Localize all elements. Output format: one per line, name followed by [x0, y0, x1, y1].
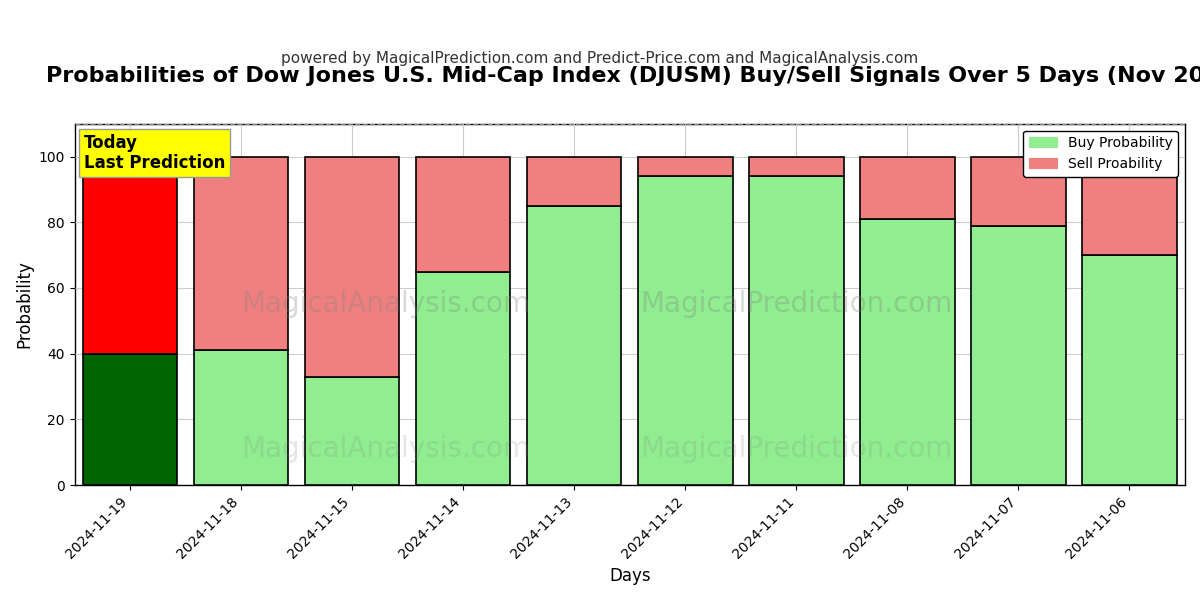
Bar [1082, 255, 1177, 485]
Bar [749, 157, 844, 176]
Bar [527, 157, 622, 206]
Bar [527, 206, 622, 485]
Title: Probabilities of Dow Jones U.S. Mid-Cap Index (DJUSM) Buy/Sell Signals Over 5 Da: Probabilities of Dow Jones U.S. Mid-Cap … [46, 66, 1200, 86]
Text: Today
Last Prediction: Today Last Prediction [84, 134, 224, 172]
Legend: Buy Probability, Sell Proability: Buy Probability, Sell Proability [1024, 131, 1178, 176]
Bar [971, 226, 1066, 485]
Text: MagicalPrediction.com: MagicalPrediction.com [640, 290, 953, 319]
Bar [971, 157, 1066, 226]
Text: MagicalPrediction.com: MagicalPrediction.com [640, 435, 953, 463]
Bar [860, 157, 955, 219]
Bar [749, 176, 844, 485]
Bar [305, 377, 400, 485]
Bar [638, 176, 732, 485]
Text: MagicalAnalysis.com: MagicalAnalysis.com [241, 290, 530, 319]
Bar [305, 157, 400, 377]
Bar [860, 219, 955, 485]
Bar [83, 353, 178, 485]
Bar [194, 157, 288, 350]
Y-axis label: Probability: Probability [16, 260, 34, 349]
Bar [638, 157, 732, 176]
Text: powered by MagicalPrediction.com and Predict-Price.com and MagicalAnalysis.com: powered by MagicalPrediction.com and Pre… [281, 51, 919, 66]
Bar [83, 157, 178, 353]
Bar [1082, 157, 1177, 255]
Bar [194, 350, 288, 485]
X-axis label: Days: Days [610, 567, 650, 585]
Bar [416, 272, 510, 485]
Text: MagicalAnalysis.com: MagicalAnalysis.com [241, 435, 530, 463]
Bar [416, 157, 510, 272]
